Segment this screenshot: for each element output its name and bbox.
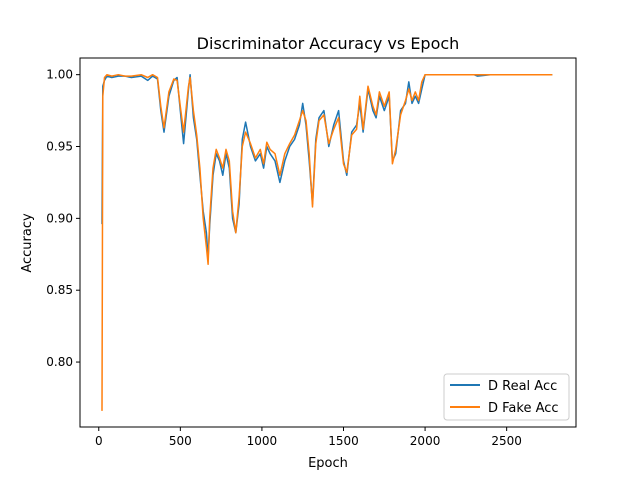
legend: D Real Acc D Fake Acc [443,373,570,421]
legend-label-real: D Real Acc [488,379,557,394]
y-tick-label: 0.95 [46,140,73,154]
y-tick-label: 0.80 [46,355,73,369]
x-tick-label: 2500 [491,434,522,448]
y-tick-label: 0.85 [46,283,73,297]
y-tick-label: 1.00 [46,68,73,82]
legend-label-fake: D Fake Acc [488,401,559,416]
x-tick-label: 500 [169,434,192,448]
y-axis-ticks: 0.80 0.85 0.90 0.95 1.00 [46,68,80,369]
plot-frame [79,57,577,428]
y-tick-label: 0.90 [46,211,73,225]
x-tick-label: 0 [95,434,103,448]
series-layer [101,73,553,411]
chart-title: Discriminator Accuracy vs Epoch [197,34,460,53]
series-line-fake [101,73,553,411]
x-tick-label: 1500 [328,434,359,448]
y-axis-label: Accuracy [20,213,35,273]
x-tick-label: 2000 [410,434,441,448]
plot-area [80,58,576,427]
x-tick-label: 1000 [247,434,278,448]
x-axis-ticks: 0 500 1000 1500 2000 2500 [95,427,522,448]
x-axis-label: Epoch [308,456,348,471]
